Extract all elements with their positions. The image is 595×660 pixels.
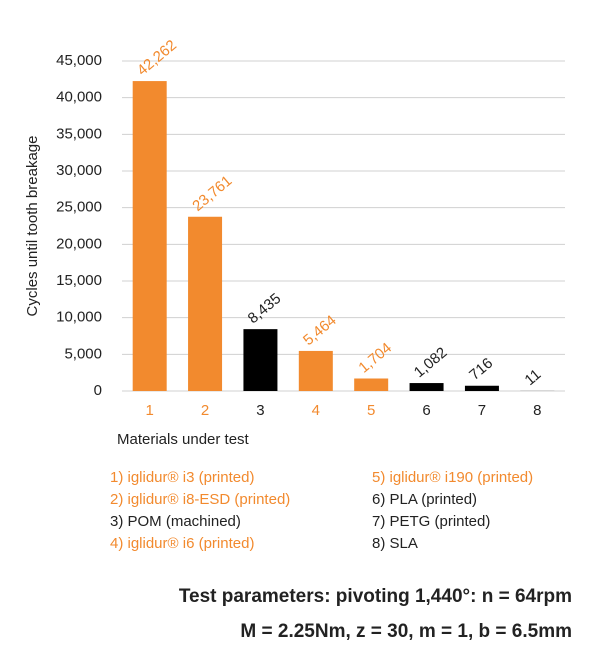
- y-tick-label: 35,000: [56, 125, 102, 142]
- x-tick-label: 2: [201, 402, 209, 419]
- y-tick-label: 25,000: [56, 199, 102, 216]
- y-axis-title: Cycles until tooth breakage: [24, 136, 41, 317]
- legend-entry: 8) SLA: [372, 535, 418, 552]
- bar: [464, 385, 499, 391]
- x-tick-label: 6: [422, 402, 430, 419]
- y-tick-label: 40,000: [56, 89, 102, 106]
- legend-entry: 4) iglidur® i6 (printed): [110, 535, 254, 552]
- legend-entry: 1) iglidur® i3 (printed): [110, 469, 254, 486]
- bar: [243, 329, 278, 391]
- value-label: 42,262: [134, 37, 180, 80]
- y-tick-label: 20,000: [56, 235, 102, 252]
- value-label: 8,435: [245, 290, 285, 327]
- y-tick-label: 0: [94, 382, 102, 399]
- y-tick-label: 10,000: [56, 309, 102, 326]
- bar: [409, 383, 444, 391]
- bar: [298, 350, 333, 391]
- legend-entry: 2) iglidur® i8-ESD (printed): [110, 491, 290, 508]
- y-tick-label: 5,000: [64, 345, 102, 362]
- legend-entry: 6) PLA (printed): [372, 491, 477, 508]
- x-tick-label: 3: [256, 402, 264, 419]
- y-tick-label: 45,000: [56, 52, 102, 69]
- legend-entry: 7) PETG (printed): [372, 513, 490, 530]
- bar: [132, 81, 167, 391]
- value-label: 1,082: [411, 344, 451, 381]
- x-tick-label: 4: [312, 402, 320, 419]
- legend-entry: 3) POM (machined): [110, 513, 241, 530]
- x-axis-title: Materials under test: [117, 431, 250, 448]
- y-tick-label: 15,000: [56, 272, 102, 289]
- value-label: 716: [466, 355, 496, 384]
- x-tick-label: 8: [533, 402, 541, 419]
- bar: [188, 216, 223, 391]
- bar: [354, 378, 389, 391]
- y-tick-label: 30,000: [56, 162, 102, 179]
- x-tick-label: 1: [146, 402, 154, 419]
- x-tick-label: 7: [478, 402, 486, 419]
- value-label: 11: [522, 366, 545, 389]
- value-label: 23,761: [189, 172, 235, 215]
- value-label: 1,704: [355, 339, 395, 376]
- note: M = 2.25Nm, z = 30, m = 1, b = 6.5mm: [240, 621, 572, 642]
- legend-entry: 5) iglidur® i190 (printed): [372, 469, 533, 486]
- x-tick-label: 5: [367, 402, 375, 419]
- note: Test parameters: pivoting 1,440°: n = 64…: [179, 586, 572, 607]
